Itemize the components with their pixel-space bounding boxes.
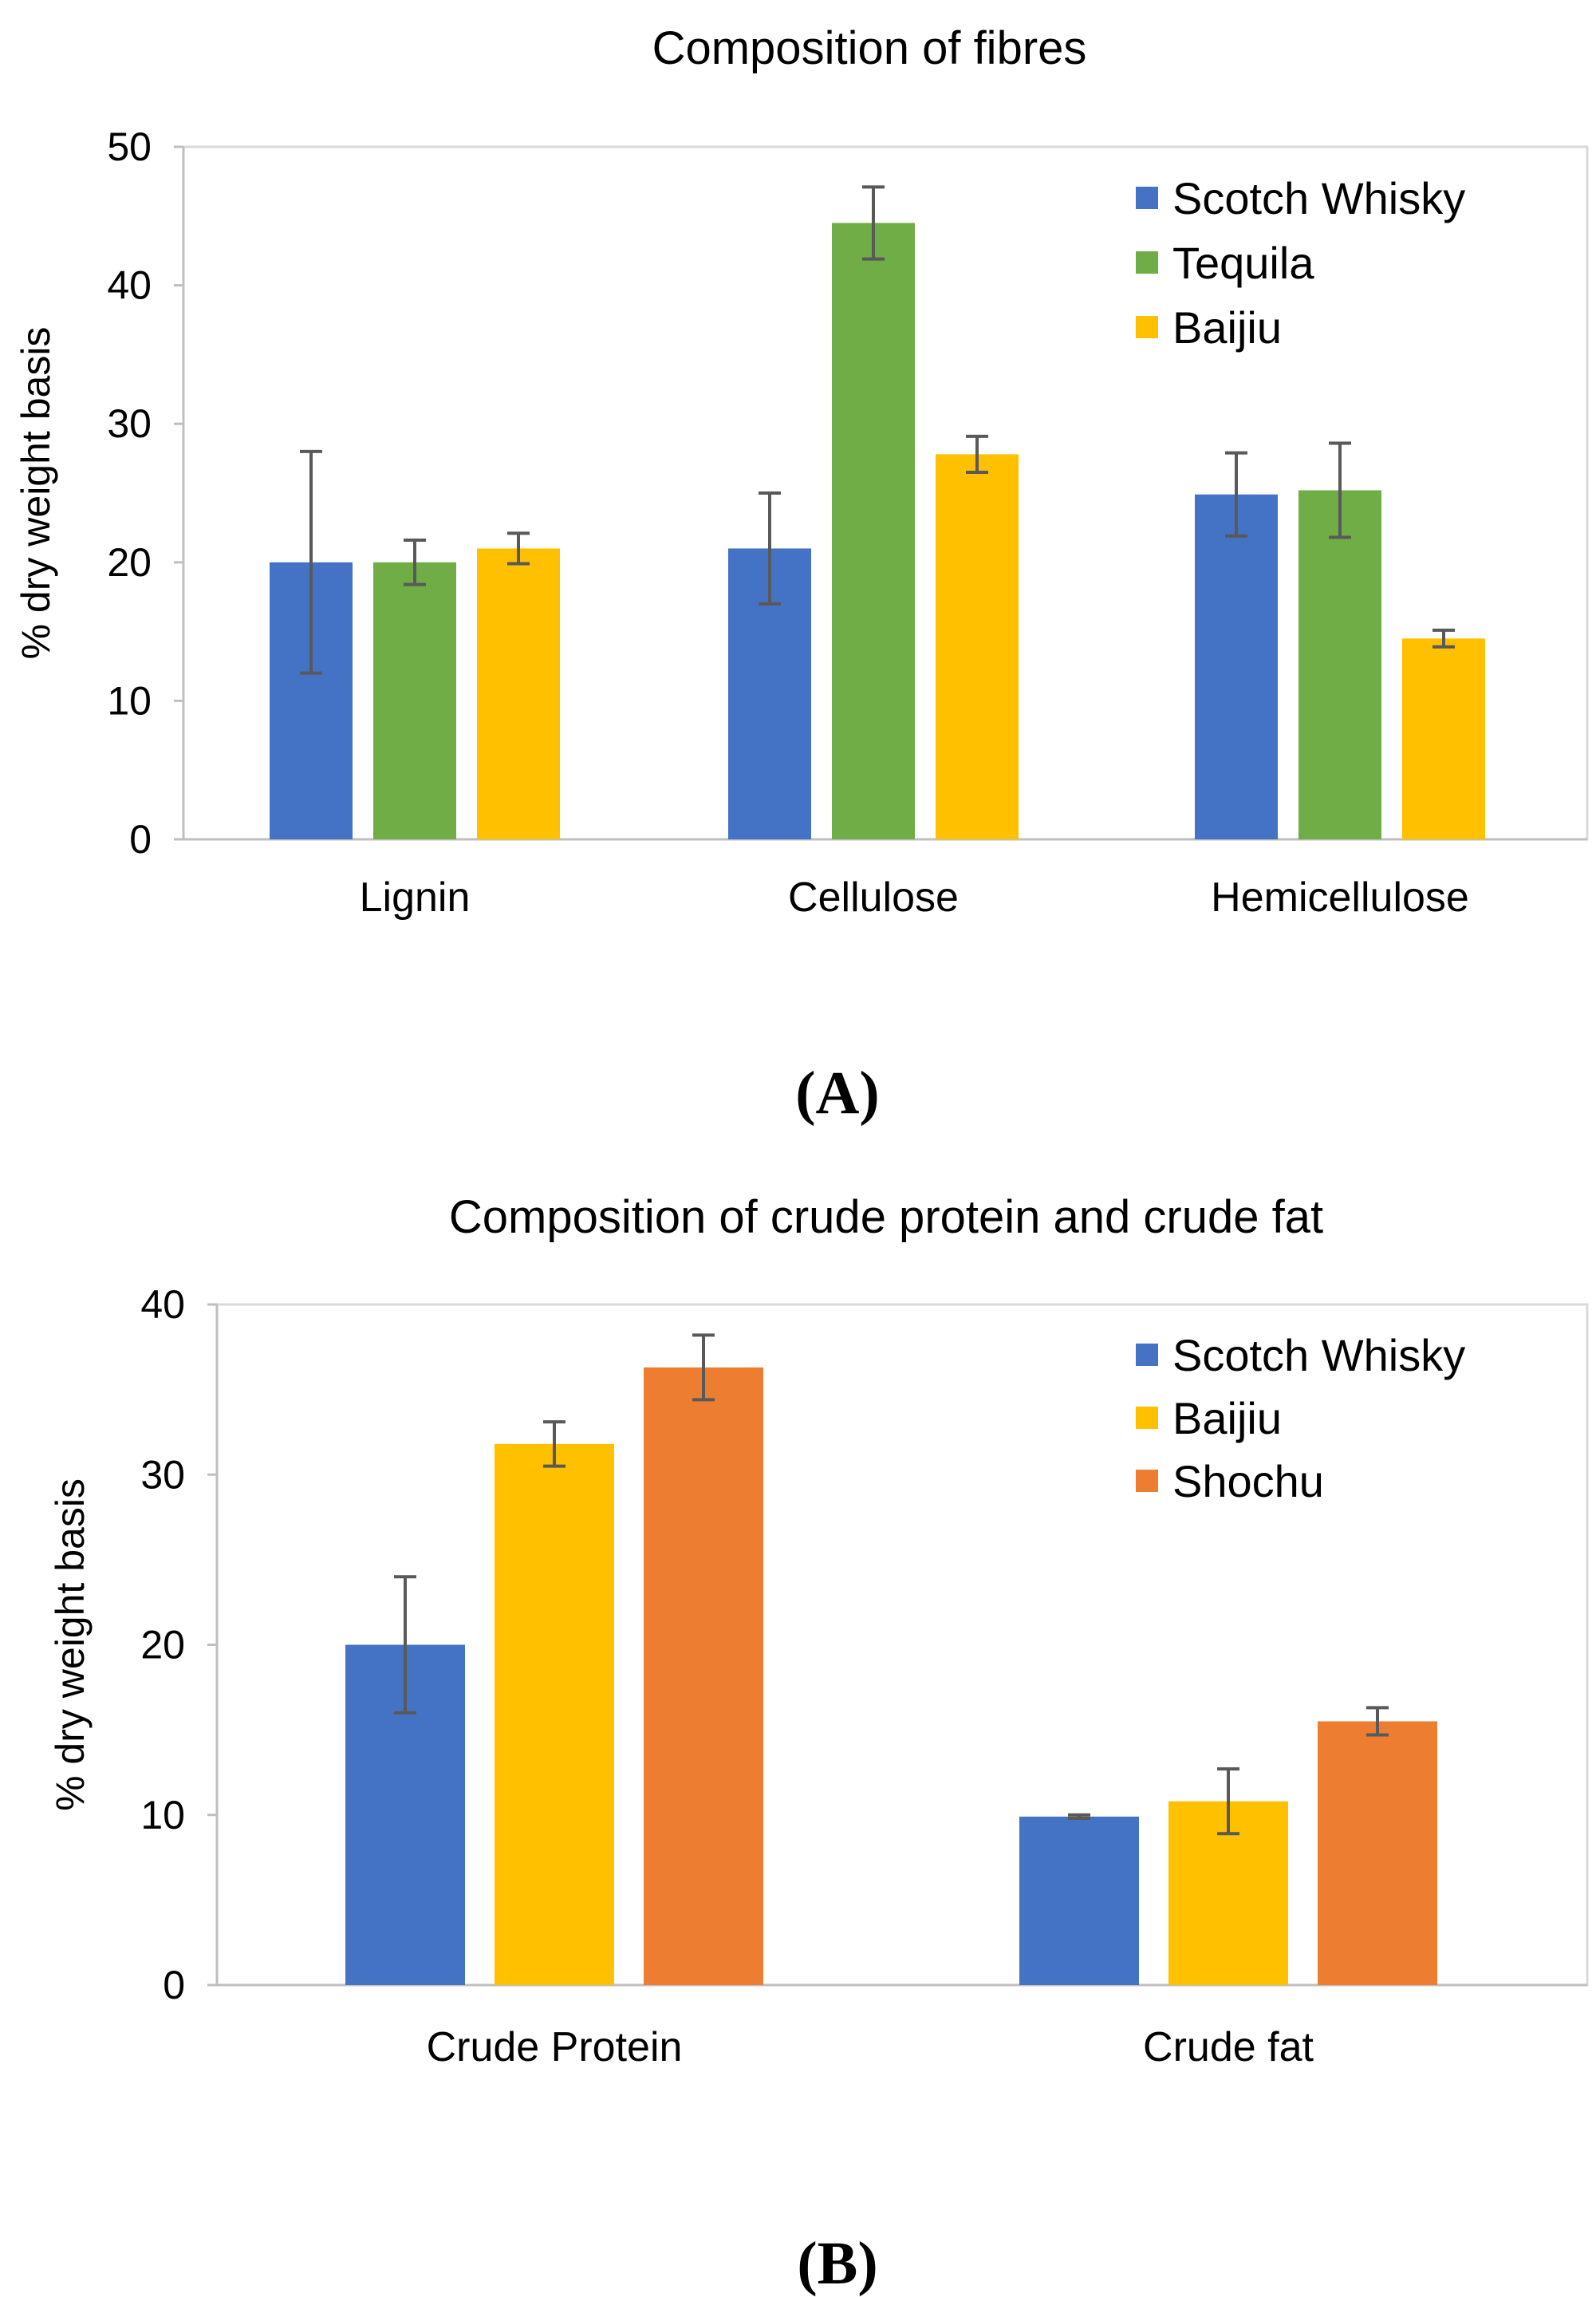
legend-label: Tequila	[1172, 238, 1314, 288]
bar-shochu-crude-fat	[1318, 1721, 1437, 1985]
legend-swatch	[1136, 1407, 1158, 1429]
bar-baijiu-crude-protein	[495, 1443, 614, 1985]
bar-baijiu-hemicellulose	[1402, 638, 1485, 839]
bar-tequila-hemicellulose	[1298, 490, 1381, 839]
y-tick-label: 10	[140, 1793, 185, 1837]
legend-swatch	[1136, 251, 1158, 274]
y-tick-label: 20	[107, 540, 152, 585]
x-category-label: Lignin	[360, 874, 471, 921]
bar-shochu-crude-protein	[644, 1367, 763, 1985]
y-tick-label: 0	[163, 1963, 185, 2007]
x-category-label: Crude Protein	[427, 2024, 683, 2070]
bar-baijiu-cellulose	[936, 454, 1019, 839]
y-tick-label: 20	[140, 1623, 185, 1667]
legend-swatch	[1136, 1470, 1158, 1492]
legend-swatch	[1136, 1344, 1158, 1366]
bar-scotch-whisky-hemicellulose	[1195, 494, 1278, 839]
legend-label: Shochu	[1172, 1456, 1324, 1506]
y-tick-label: 10	[107, 678, 152, 723]
y-axis-label: % dry weight basis	[48, 1478, 93, 1811]
x-category-label: Hemicellulose	[1211, 874, 1469, 921]
legend-label: Scotch Whisky	[1172, 173, 1465, 223]
legend-label: Scotch Whisky	[1172, 1330, 1465, 1380]
chart-title: Composition of fibres	[652, 22, 1087, 74]
legend-label: Baijiu	[1172, 302, 1282, 353]
y-axis-label: % dry weight basis	[14, 327, 58, 660]
legend-swatch	[1136, 316, 1158, 338]
y-tick-label: 30	[140, 1452, 185, 1497]
legend-label: Baijiu	[1172, 1393, 1282, 1443]
y-tick-label: 40	[140, 1282, 185, 1327]
panel-label: (A)	[795, 1060, 880, 1127]
y-tick-label: 40	[107, 263, 152, 308]
chart-title: Composition of crude protein and crude f…	[449, 1191, 1323, 1243]
bar-baijiu-lignin	[477, 548, 560, 839]
panel-label: (B)	[797, 2230, 877, 2297]
bar-tequila-lignin	[373, 562, 456, 839]
bar-scotch-whisky-crude-fat	[1019, 1816, 1139, 1985]
x-category-label: Crude fat	[1143, 2024, 1314, 2070]
bar-tequila-cellulose	[832, 223, 915, 840]
legend-swatch	[1136, 187, 1158, 209]
y-tick-label: 30	[107, 401, 152, 446]
y-tick-label: 50	[107, 124, 152, 169]
y-tick-label: 0	[129, 817, 152, 862]
x-category-label: Cellulose	[788, 874, 959, 921]
